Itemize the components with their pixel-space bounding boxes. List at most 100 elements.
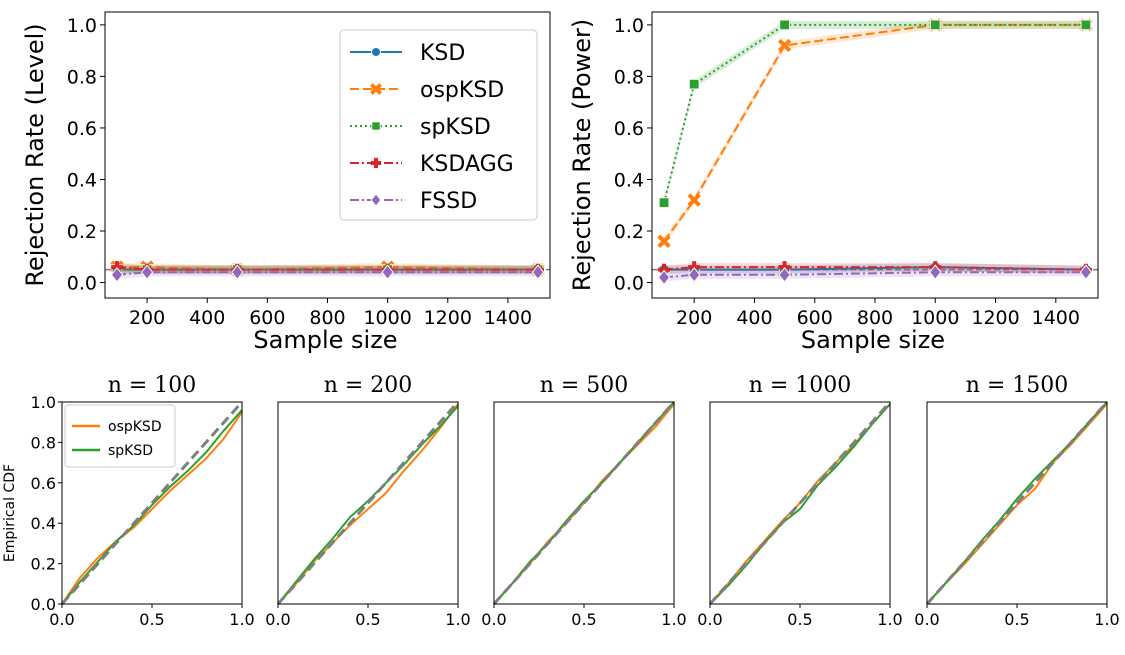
x-tick-label: 1200 bbox=[424, 307, 472, 329]
point-FSSD-500 bbox=[231, 264, 244, 281]
confidence-band-spKSD bbox=[664, 20, 1086, 207]
y-tick-label: 0.8 bbox=[614, 66, 644, 88]
y-tick-label: 0.2 bbox=[614, 221, 644, 243]
x-tick-label: 1000 bbox=[911, 307, 959, 329]
legend-marker-ospKSD bbox=[370, 83, 382, 95]
legend-label-ospKSD: ospKSD bbox=[420, 78, 504, 103]
y-tick-label: 0.8 bbox=[67, 66, 97, 88]
point-spKSD-100 bbox=[658, 197, 670, 209]
y-tick-label: 0.4 bbox=[67, 169, 97, 191]
x-tick-label: 1400 bbox=[484, 307, 532, 329]
y-tick-label: 0.4 bbox=[614, 169, 644, 191]
legend-label-KSDAGG: KSDAGG bbox=[420, 152, 514, 177]
y-tick-label: 0.2 bbox=[31, 555, 56, 574]
x-tick-label: 1400 bbox=[1032, 307, 1080, 329]
x-tick-label: 200 bbox=[676, 307, 712, 329]
point-FSSD-1500 bbox=[531, 264, 545, 281]
legend-box bbox=[339, 29, 538, 221]
x-tick-label: 0.0 bbox=[49, 610, 74, 629]
x-tick-label: 0.5 bbox=[139, 610, 164, 629]
series-line-ospKSD bbox=[663, 23, 1086, 242]
panel-title: n = 100 bbox=[108, 373, 197, 398]
confidence-band-FSSD bbox=[664, 268, 1086, 282]
ecdf-panel-2: n = 200 0.0 0.5 1.0 bbox=[265, 373, 470, 629]
y-tick-label: 0.6 bbox=[614, 118, 644, 140]
point-FSSD-1000 bbox=[929, 264, 942, 281]
panel-title: n = 500 bbox=[540, 373, 629, 398]
y-axis-label: Rejection Rate (Power) bbox=[568, 19, 596, 292]
reference-diagonal bbox=[276, 401, 460, 605]
point-spKSD-200 bbox=[688, 78, 700, 90]
x-tick-label: 0.5 bbox=[787, 610, 812, 629]
x-axis-label: Sample size bbox=[801, 326, 945, 354]
confidence-band-ospKSD bbox=[664, 20, 1086, 246]
point-FSSD-1000 bbox=[381, 264, 394, 281]
ecdf-panel-4: n = 1000 0.0 0.5 1.0 bbox=[697, 373, 902, 629]
point-ospKSD-100 bbox=[657, 234, 671, 248]
legend-label-KSD: KSD bbox=[420, 41, 465, 66]
x-tick-label: 0.0 bbox=[697, 610, 722, 629]
y-tick-label: 0.6 bbox=[67, 118, 97, 140]
x-tick-label: 0.0 bbox=[481, 610, 506, 629]
confidence-band-KSDAGG bbox=[117, 263, 538, 274]
x-tick-label: 1.0 bbox=[445, 610, 470, 629]
x-tick-label: 0.5 bbox=[355, 610, 380, 629]
y-tick-label: 0.6 bbox=[31, 474, 56, 493]
x-tick-label: 1.0 bbox=[1094, 610, 1119, 629]
y-tick-label: 1.0 bbox=[67, 15, 97, 37]
y-axis-label: Rejection Rate (Level) bbox=[21, 23, 49, 286]
x-tick-label: 1.0 bbox=[661, 610, 686, 629]
point-ospKSD-200 bbox=[687, 193, 701, 207]
reference-diagonal bbox=[925, 401, 1109, 605]
reference-diagonal bbox=[60, 401, 244, 605]
x-tick-label: 1.0 bbox=[877, 610, 902, 629]
legend-marker-KSDAGG bbox=[370, 157, 382, 169]
x-tick-label: 600 bbox=[249, 307, 285, 329]
y-tick-label: 1.0 bbox=[614, 15, 644, 37]
reference-diagonal bbox=[708, 401, 892, 605]
legend-label-ospKSD: ospKSD bbox=[108, 419, 162, 435]
panel-title: n = 1000 bbox=[749, 373, 852, 398]
line-chart-power: 0.0 0.2 0.4 0.6 0.8 1.0 200 400 600 800 1000 1200 14… bbox=[568, 11, 1099, 354]
ecdf-line-ospKSD bbox=[61, 411, 243, 605]
confidence-band-KSDAGG bbox=[664, 263, 1086, 274]
ecdf-line-spKSD bbox=[709, 403, 891, 605]
legend-label-spKSD: spKSD bbox=[420, 115, 491, 140]
y-tick-label: 0.0 bbox=[67, 273, 97, 295]
y-axis-label: Empirical CDF bbox=[2, 464, 18, 562]
y-tick-label: 0.4 bbox=[31, 514, 56, 533]
panel-title: n = 1500 bbox=[966, 373, 1069, 398]
legend-marker-KSD bbox=[371, 47, 381, 57]
y-tick-label: 0.0 bbox=[31, 595, 56, 614]
point-spKSD-1500 bbox=[1080, 19, 1092, 31]
legend-label-FSSD: FSSD bbox=[420, 189, 477, 214]
ecdf-panel-5: n = 1500 0.0 0.5 1.0 bbox=[914, 373, 1119, 629]
series-line-spKSD bbox=[663, 23, 1086, 203]
point-ospKSD-500 bbox=[777, 38, 792, 53]
point-FSSD-100 bbox=[657, 269, 671, 286]
x-tick-label: 200 bbox=[129, 307, 165, 329]
y-tick-label: 0.8 bbox=[31, 433, 56, 452]
legend-marker-FSSD bbox=[370, 193, 382, 207]
x-tick-label: 400 bbox=[736, 307, 772, 329]
legend-box bbox=[64, 404, 176, 468]
ecdf-panel-3: n = 500 0.0 0.5 1.0 bbox=[481, 373, 686, 629]
x-tick-label: 0.0 bbox=[914, 610, 939, 629]
x-axis-label: Sample size bbox=[253, 326, 397, 354]
panel-title: n = 200 bbox=[324, 373, 413, 398]
x-tick-label: 1000 bbox=[363, 307, 411, 329]
x-tick-label: 400 bbox=[189, 307, 225, 329]
ecdf-panel-1: n = 100 0.0 0.5 1.0 0.0 0.2 0.4 0.6 0.8 1.0 Empiri… bbox=[2, 373, 255, 629]
x-tick-label: 0.5 bbox=[1004, 610, 1029, 629]
x-tick-label: 800 bbox=[857, 307, 893, 329]
x-tick-label: 0.5 bbox=[571, 610, 596, 629]
point-FSSD-200 bbox=[687, 267, 701, 283]
x-tick-label: 600 bbox=[797, 307, 833, 329]
point-FSSD-100 bbox=[110, 267, 124, 283]
y-tick-label: 0.0 bbox=[614, 273, 644, 295]
legend-marker-spKSD bbox=[371, 121, 381, 131]
point-FSSD-500 bbox=[778, 267, 791, 283]
y-tick-label: 0.2 bbox=[67, 221, 97, 243]
ecdf-legend: ospKSD spKSD bbox=[64, 404, 176, 468]
